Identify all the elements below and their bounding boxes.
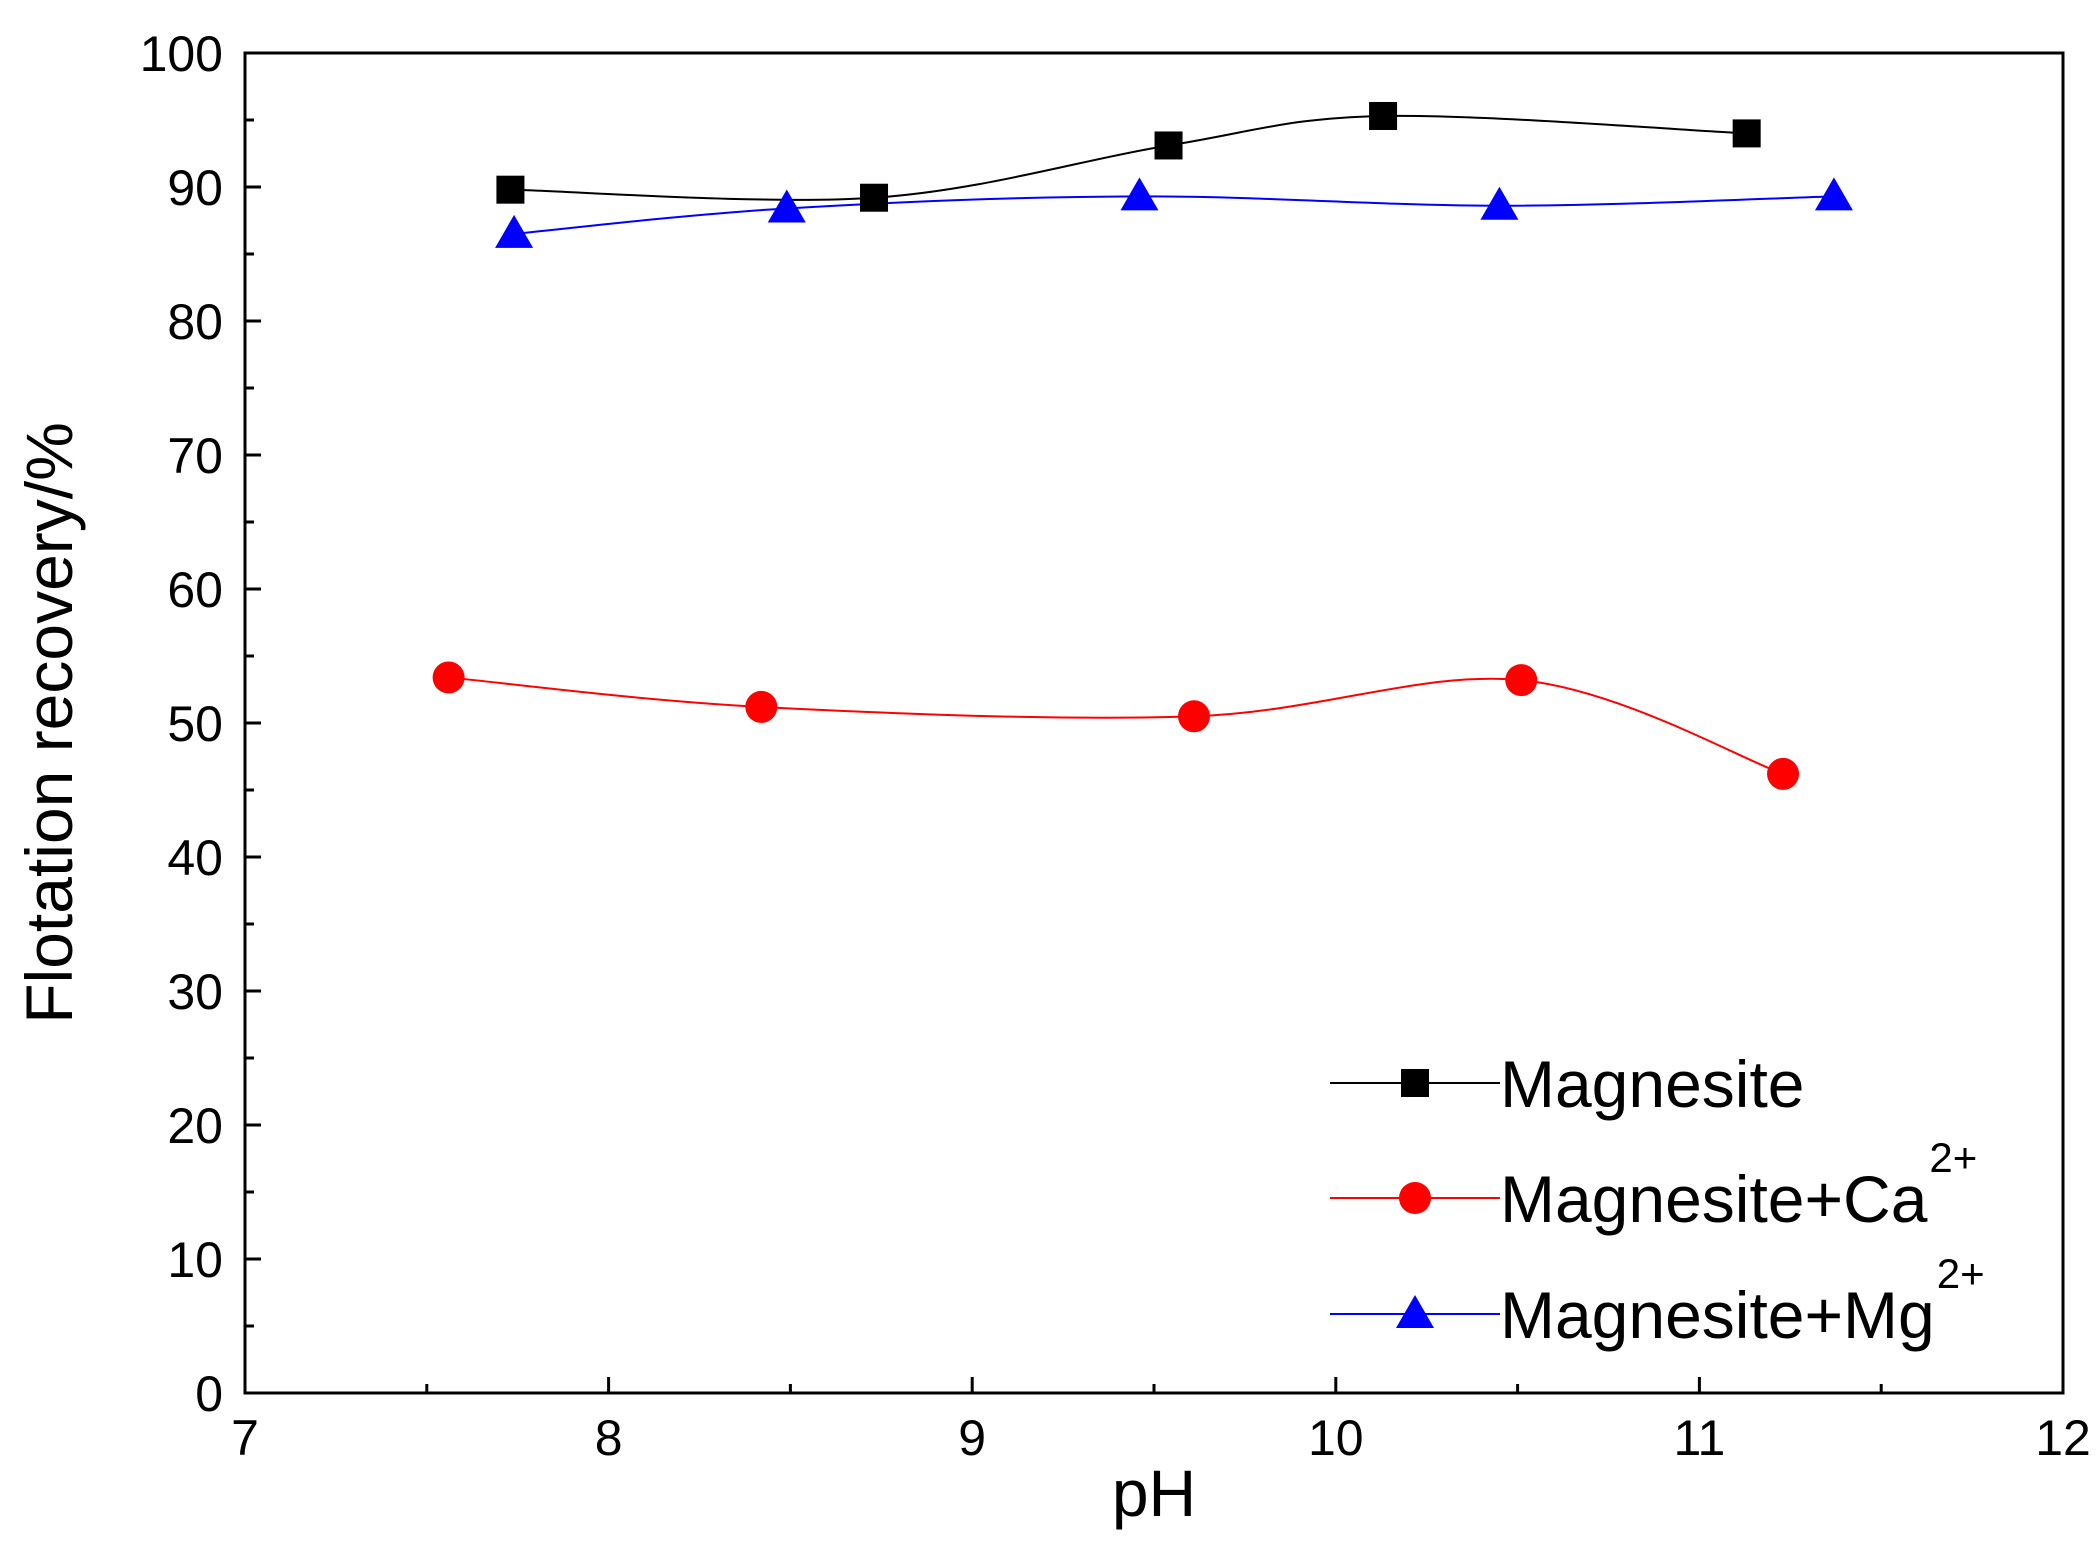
series-markers: [432, 101, 1853, 790]
y-tick-label: 30: [167, 964, 223, 1020]
legend-marker: [1396, 1295, 1434, 1328]
y-axis-title: Flotation recovery/%: [12, 422, 86, 1024]
data-point-magnesite: [1154, 131, 1183, 160]
legend-label: Magnesite: [1500, 1047, 1805, 1121]
legend-marker: [1401, 1069, 1429, 1097]
x-tick-label: 7: [231, 1410, 259, 1466]
legend-label: Magnesite+Mg: [1500, 1278, 1935, 1352]
data-point-magnesite: [496, 175, 525, 204]
x-tick-label: 8: [595, 1410, 623, 1466]
y-tick-label: 20: [167, 1098, 223, 1154]
y-tick-label: 60: [167, 562, 223, 618]
legend-label-superscript: 2+: [1929, 1134, 1977, 1181]
y-tick-label: 50: [167, 696, 223, 752]
legend-label-superscript: 2+: [1937, 1250, 1985, 1297]
y-tick-label: 70: [167, 428, 223, 484]
data-point-magnesite-ca2: [1177, 700, 1210, 733]
x-tick-label: 9: [958, 1410, 986, 1466]
data-point-magnesite: [860, 183, 889, 212]
data-point-magnesite-ca2: [1767, 757, 1800, 790]
y-tick-label: 10: [167, 1232, 223, 1288]
legend-label: Magnesite+Ca: [1500, 1162, 1928, 1236]
data-point-magnesite-mg2: [1814, 177, 1853, 211]
data-point-magnesite-mg2: [1480, 186, 1519, 220]
axis-ticks: [243, 51, 2065, 1395]
data-point-magnesite-mg2: [1120, 177, 1159, 211]
y-tick-label: 80: [167, 294, 223, 350]
y-tick-label: 40: [167, 830, 223, 886]
x-tick-label: 12: [2035, 1410, 2091, 1466]
data-point-magnesite-mg2: [495, 214, 534, 248]
data-point-magnesite: [1369, 101, 1398, 130]
x-tick-label: 11: [1673, 1410, 1725, 1466]
y-tick-label: 0: [195, 1366, 223, 1422]
x-axis-title: pH: [1112, 1456, 1196, 1530]
data-point-magnesite-ca2: [1505, 664, 1538, 697]
data-point-magnesite-ca2: [432, 661, 465, 694]
axis-tick-labels: 7 8 9 10 11 12 0 10 20 30 40 50 60 70 80 90 100: [140, 26, 2091, 1466]
y-tick-label: 100: [140, 26, 223, 82]
data-point-magnesite-mg2: [767, 189, 806, 223]
data-point-magnesite: [1732, 119, 1761, 148]
x-tick-label: 10: [1308, 1410, 1364, 1466]
data-point-magnesite-ca2: [745, 690, 778, 723]
y-tick-label: 90: [167, 160, 223, 216]
legend-marker: [1399, 1182, 1431, 1214]
